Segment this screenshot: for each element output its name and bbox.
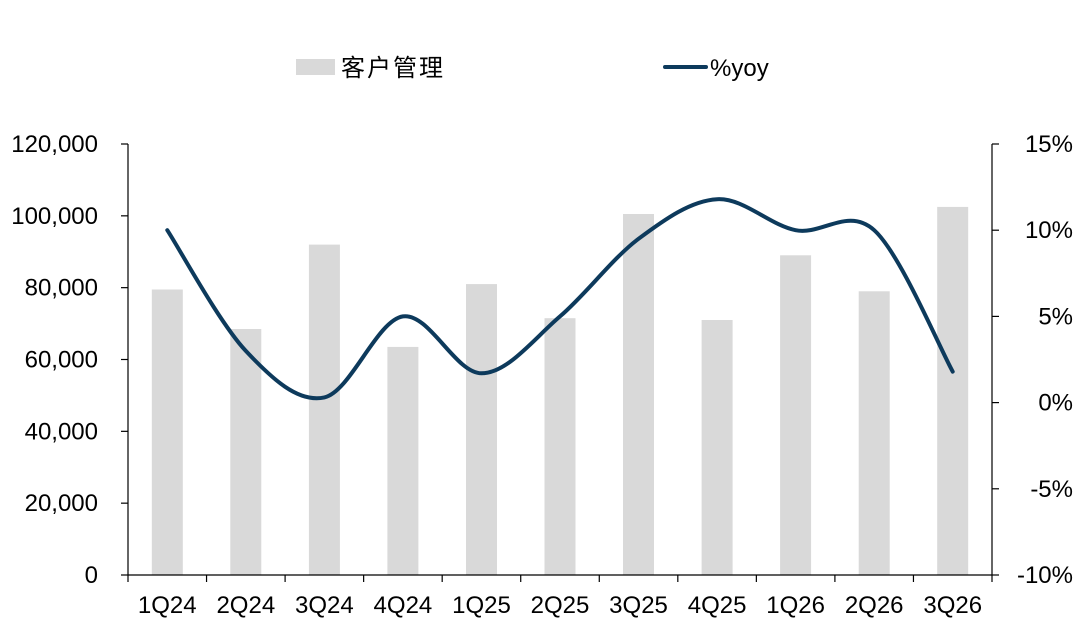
x-tick-label: 1Q26 [766,592,825,619]
left-tick-label: 0 [85,562,98,589]
left-tick-label: 20,000 [25,490,98,517]
right-tick-label: -5% [1030,476,1073,503]
bar [466,284,497,575]
right-tick-label: -10% [1017,562,1073,589]
bar [623,214,654,575]
legend: 客户管理 %yoy [296,54,769,82]
legend-label-bar: 客户管理 [341,54,445,82]
left-tick-label: 40,000 [25,418,98,445]
right-tick-label: 15% [1025,131,1073,158]
left-tick-label: 80,000 [25,275,98,302]
bar [308,244,340,575]
right-tick-label: 5% [1038,303,1073,330]
left-tick-label: 60,000 [25,347,98,374]
x-tick-label: 3Q24 [295,592,354,619]
yoy-line [165,197,955,401]
line-series [165,197,955,401]
x-tick-label: 4Q25 [688,592,747,619]
bar [780,255,812,576]
x-tick-label: 3Q26 [923,592,982,619]
bar [544,318,576,575]
bar [858,291,890,575]
x-tick-label: 1Q25 [452,592,511,619]
bar [151,289,183,575]
x-tick-label: 2Q25 [531,592,590,619]
bar [937,206,969,575]
legend-label-line: %yoy [710,55,769,82]
bar [701,320,733,575]
bar-series [151,206,969,576]
x-tick-label: 3Q25 [609,592,668,619]
right-tick-label: 0% [1038,390,1073,417]
bar [230,329,262,575]
bar [387,346,419,575]
axes: 0 20,000 40,000 60,000 80,000 100,000 120,000 -… [11,131,1073,619]
left-tick-label: 120,000 [11,131,98,158]
right-tick-label: 10% [1025,217,1073,244]
x-tick-label: 2Q24 [216,592,275,619]
left-tick-label: 100,000 [11,203,98,230]
x-tick-label: 1Q24 [138,592,197,619]
x-tick-label: 4Q24 [374,592,433,619]
x-tick-label: 2Q26 [845,592,904,619]
legend-swatch-bar [296,59,335,75]
